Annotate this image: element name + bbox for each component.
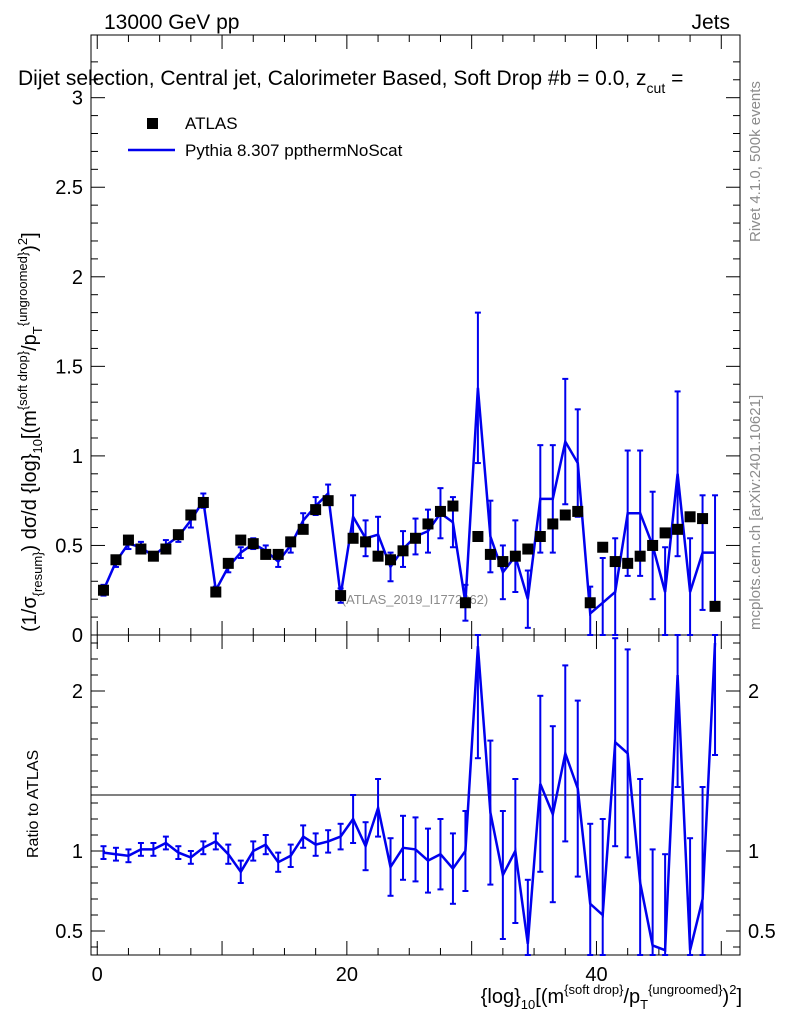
data-point xyxy=(197,496,209,508)
data-point xyxy=(347,532,359,544)
y-main-tick-label: 1 xyxy=(72,446,83,468)
data-point xyxy=(584,597,596,609)
data-point xyxy=(647,539,659,551)
data-point xyxy=(572,505,584,517)
y-ratio-tick-label-right: 2 xyxy=(748,681,759,703)
data-point xyxy=(497,556,509,568)
data-point xyxy=(372,550,384,562)
mcplots-label: mcplots.cern.ch [arXiv:2401.10621] xyxy=(747,395,764,630)
data-point xyxy=(310,504,322,516)
data-point xyxy=(297,523,309,535)
data-point xyxy=(422,518,434,530)
mc-series-line xyxy=(102,387,715,617)
data-point xyxy=(434,505,446,517)
data-point xyxy=(634,550,646,562)
data-point xyxy=(322,495,334,507)
data-point xyxy=(509,550,521,562)
y-ratio-tick-label: 1 xyxy=(72,841,83,863)
data-point xyxy=(622,557,634,569)
data-point xyxy=(147,550,159,562)
data-point xyxy=(397,545,409,557)
axis-tick-labels: 00.511.522.530.5 0.51 12 20 20 40 xyxy=(55,88,776,986)
data-point xyxy=(609,556,621,568)
y-ratio-tick-label: 2 xyxy=(72,681,83,703)
plot-title-subscript: cut xyxy=(647,80,666,96)
data-point xyxy=(559,509,571,521)
category-label: Jets xyxy=(691,11,730,34)
y-axis-ratio-label: Ratio to ATLAS xyxy=(25,750,42,858)
data-point xyxy=(659,527,671,539)
x-tick-label: 20 xyxy=(336,964,358,986)
data-point xyxy=(410,532,421,544)
plot-title-suffix: = xyxy=(665,67,683,90)
plot-title: Dijet selection, Central jet, Calorimete… xyxy=(18,67,683,96)
data-point xyxy=(122,534,134,546)
data-point xyxy=(360,536,372,548)
data-point xyxy=(447,500,459,512)
data-point xyxy=(522,543,534,555)
data-point xyxy=(185,509,197,521)
axis-ticks xyxy=(91,35,740,955)
data-point xyxy=(135,543,147,555)
data-point xyxy=(472,530,484,542)
data-point xyxy=(597,541,609,553)
mc-error-bars xyxy=(100,311,719,636)
data-point xyxy=(160,543,172,555)
data-point xyxy=(335,590,347,602)
data-point xyxy=(534,530,546,542)
y-main-tick-label: 2.5 xyxy=(55,177,83,199)
watermark: (ATLAS_2019_I1772062) xyxy=(342,592,488,607)
data-points xyxy=(97,495,721,612)
data-point xyxy=(210,586,222,598)
legend-mc-label: Pythia 8.307 ppthermNoScat xyxy=(185,141,403,160)
legend-data-marker xyxy=(147,118,158,129)
data-point xyxy=(247,538,259,550)
data-point xyxy=(547,518,559,530)
data-point xyxy=(235,534,247,546)
x-tick-label: 40 xyxy=(585,964,607,986)
y-ratio-tick-label: 0.5 xyxy=(55,921,83,943)
data-point xyxy=(672,523,684,535)
data-point xyxy=(459,597,471,609)
data-point xyxy=(709,600,721,612)
ratio-series-line xyxy=(103,642,717,952)
data-point xyxy=(172,529,184,541)
x-axis-label: {log}10[(m{soft drop}/pT{ungroomed})2] xyxy=(481,982,742,1012)
data-point xyxy=(385,554,397,566)
y-ratio-tick-label-right: 1 xyxy=(748,841,759,863)
y-main-tick-label: 3 xyxy=(72,88,83,110)
y-main-tick-label: 0.5 xyxy=(55,535,83,557)
x-tick-label: 0 xyxy=(92,964,103,986)
data-point xyxy=(697,513,709,525)
data-point xyxy=(484,548,496,560)
data-point xyxy=(110,554,122,566)
energy-label: 13000 GeV pp xyxy=(104,11,239,34)
y-axis-main-label: (1/σ{resum}) dσ/d {log}10[(m{soft drop}/… xyxy=(15,232,45,632)
plot-title-main: Dijet selection, Central jet, Calorimete… xyxy=(18,67,647,90)
data-point xyxy=(222,557,234,569)
data-point xyxy=(97,584,109,596)
data-point xyxy=(272,548,284,560)
y-main-tick-label: 0 xyxy=(72,625,83,647)
data-point xyxy=(285,536,297,548)
y-main-tick-label: 2 xyxy=(72,267,83,289)
legend-data-label: ATLAS xyxy=(185,114,238,133)
data-point xyxy=(684,511,696,523)
y-ratio-tick-label-right: 0.5 xyxy=(748,921,776,943)
data-point xyxy=(260,548,272,560)
y-main-tick-label: 1.5 xyxy=(55,356,83,378)
rivet-label: Rivet 4.1.0, 500k events xyxy=(747,81,764,242)
